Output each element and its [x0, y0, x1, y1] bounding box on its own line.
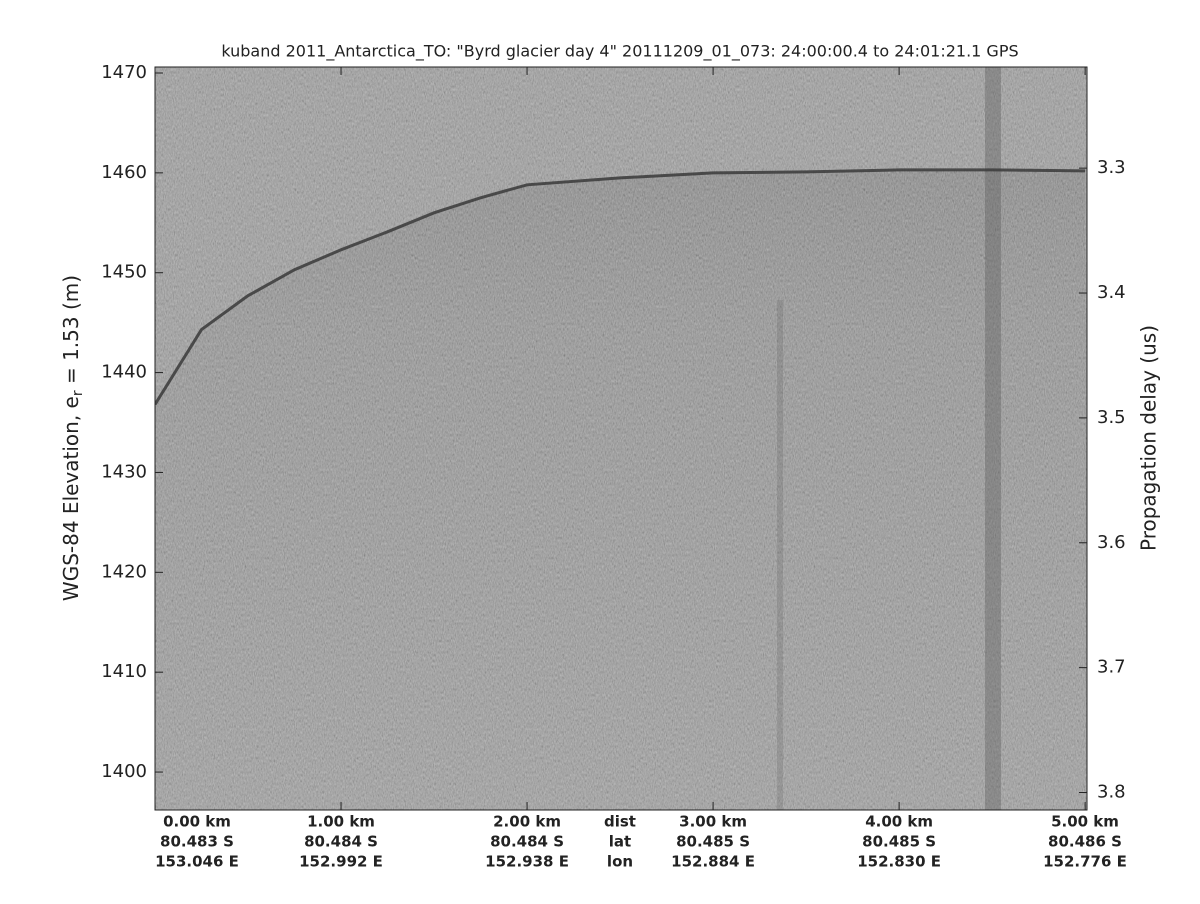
y-axis-label: WGS-84 Elevation, er = 1.53 (m) [59, 275, 87, 601]
x-tick-label: 1.00 km [307, 813, 375, 831]
x-tick-lon: 152.830 E [857, 853, 941, 871]
x-tick-lat: 80.486 S [1048, 833, 1122, 851]
x-tick-lat: 80.485 S [862, 833, 936, 851]
y-axis-label-main: WGS-84 Elevation, e [59, 396, 83, 601]
x-tick-lon: 152.884 E [671, 853, 755, 871]
y2-tick-label: 3.8 [1097, 782, 1126, 803]
y2-tick-label: 3.6 [1097, 532, 1126, 553]
x-tick-label: 4.00 km [865, 813, 933, 831]
y2-tick-label: 3.5 [1097, 407, 1126, 428]
y2-tick-label: 3.3 [1097, 157, 1126, 178]
chart-title: kuband 2011_Antarctica_TO: "Byrd glacier… [221, 42, 1018, 62]
y-tick-label: 1420 [101, 561, 147, 582]
x-tick-label: 2.00 km [493, 813, 561, 831]
y-tick-label: 1430 [101, 461, 147, 482]
y-tick-label: 1460 [101, 162, 147, 183]
x-tick-lat: 80.485 S [676, 833, 750, 851]
x-tick-lat: 80.484 S [490, 833, 564, 851]
image-noise [155, 67, 1087, 810]
x-tick-lon: 152.992 E [299, 853, 383, 871]
y2-tick-label: 3.4 [1097, 282, 1126, 303]
y-axis-label-suffix: = 1.53 (m) [59, 275, 83, 390]
y-tick-label: 1470 [101, 62, 147, 83]
x-tick-lat: 80.484 S [304, 833, 378, 851]
image-stripe [777, 300, 783, 810]
y-tick-label: 1400 [101, 761, 147, 782]
plot-frame [154, 66, 1088, 811]
x-tick-label: 0.00 km [163, 813, 231, 831]
y2-axis-label: Propagation delay (us) [1137, 325, 1161, 551]
x-tick-label: 3.00 km [679, 813, 747, 831]
x-tick-lon: 152.776 E [1043, 853, 1127, 871]
y-axis-label-subscript: r [70, 390, 86, 396]
x-tick-lon: 153.046 E [155, 853, 239, 871]
x-row-name: dist [604, 813, 636, 831]
x-tick-lat: 80.483 S [160, 833, 234, 851]
y-tick-label: 1450 [101, 262, 147, 283]
y-tick-label: 1410 [101, 661, 147, 682]
echogram-image [155, 67, 1087, 810]
x-row-name: lat [609, 833, 631, 851]
image-stripe [985, 67, 1001, 810]
y-tick-label: 1440 [101, 362, 147, 383]
x-tick-lon: 152.938 E [485, 853, 569, 871]
surface-line [155, 168, 1086, 406]
x-tick-label: 5.00 km [1051, 813, 1119, 831]
x-row-name: lon [607, 853, 633, 871]
y2-tick-label: 3.7 [1097, 657, 1126, 678]
